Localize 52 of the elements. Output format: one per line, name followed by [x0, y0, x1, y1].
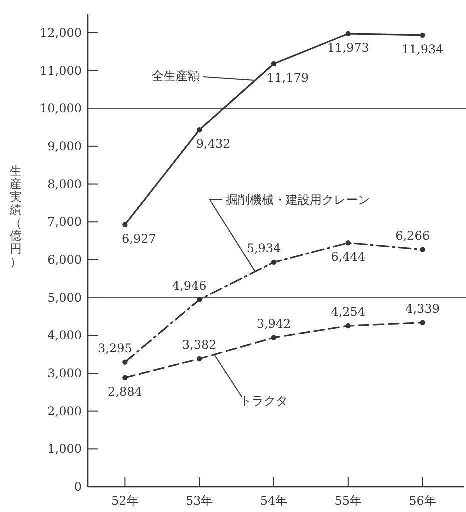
- y-tick-label: 7,000: [48, 215, 82, 230]
- data-label: 6,927: [122, 232, 156, 246]
- point: [197, 127, 202, 133]
- text: 掘削機械・建設用クレーン: [226, 193, 370, 207]
- point: [420, 32, 426, 38]
- point: [346, 240, 351, 246]
- data-label: 11,934: [402, 42, 444, 56]
- y-tick-label: 12,000: [40, 26, 82, 40]
- y-tick-label: 8,000: [48, 177, 82, 192]
- data-label: 4,339: [406, 302, 440, 316]
- data-label: 4,254: [331, 305, 366, 320]
- y-tick-label: 11,000: [40, 64, 82, 78]
- data-label: 9,432: [196, 137, 231, 152]
- data-label: 3,382: [182, 338, 217, 352]
- y-tick-label: 9,000: [48, 139, 82, 154]
- point: [122, 222, 128, 228]
- x-tick-label: 55年: [334, 494, 362, 508]
- y-axis-title: 生産実績（億円）: [9, 164, 22, 269]
- point: [420, 247, 426, 252]
- data-label: 11,973: [327, 40, 370, 55]
- y-tick-label: 6,000: [48, 252, 82, 267]
- data-label: 4,946: [172, 278, 207, 293]
- point: [122, 360, 128, 365]
- data-label: 6,444: [331, 250, 366, 264]
- point: [420, 320, 426, 326]
- y-tick-label: 0: [74, 480, 82, 494]
- y-tick-label: 4,000: [48, 328, 82, 343]
- data-label: 6,266: [396, 228, 430, 243]
- y-tick-label: 5,000: [48, 290, 82, 305]
- point: [271, 335, 277, 340]
- point: [271, 260, 277, 266]
- y-tick-label: 10,000: [40, 102, 82, 116]
- point: [271, 61, 277, 67]
- x-tick-label: 54年: [260, 494, 288, 508]
- point: [197, 356, 202, 362]
- data-label: 5,934: [246, 241, 282, 256]
- y-tick-label: 3,000: [48, 366, 82, 380]
- point: [346, 323, 351, 329]
- x-tick-label: 53年: [186, 494, 214, 508]
- data-label: 2,884: [108, 384, 143, 399]
- point: [197, 297, 202, 302]
- x-tick-label: 56年: [409, 494, 436, 508]
- text: トラクタ: [240, 394, 288, 408]
- y-tick-label: 2,000: [48, 404, 82, 418]
- point: [122, 375, 128, 380]
- data-label: 3,295: [98, 341, 132, 356]
- legend-label: 全生産額: [152, 69, 200, 83]
- point: [346, 31, 351, 37]
- x-tick-label: 52年: [112, 494, 139, 508]
- data-label: 11,179: [267, 70, 309, 85]
- y-tick-label: 1,000: [48, 442, 82, 456]
- data-label: 3,942: [256, 316, 292, 331]
